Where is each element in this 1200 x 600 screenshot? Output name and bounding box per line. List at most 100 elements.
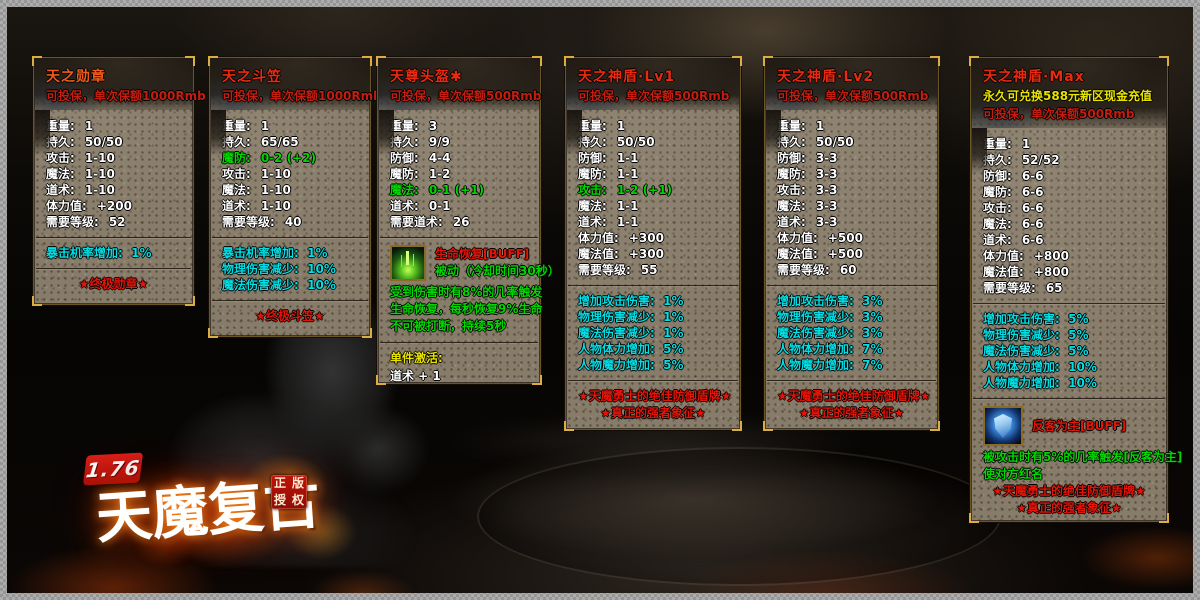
- stat-label: 持久:: [222, 135, 251, 149]
- stat-row: 道术: 1-10: [222, 198, 358, 214]
- stat-value: +200: [96, 199, 132, 213]
- stat-value: 1: [84, 119, 94, 133]
- item-title: 天之勋章: [46, 69, 106, 85]
- stat-label: 防御:: [578, 151, 607, 165]
- bonus-line: 增加攻击伤害: 5%: [983, 312, 1089, 326]
- stat-row: 持久: 9/9: [390, 134, 528, 150]
- stat-row: 防御: 4-4: [390, 150, 528, 166]
- buff-section: 反客为主[BUFF] 被攻击时有5%的几率触发[反客为主] 使对方红名: [983, 406, 1182, 483]
- stat-label: 魔防:: [390, 167, 419, 181]
- stat-value: 1-2 (+1): [616, 183, 673, 197]
- panel-corner-ornament: [185, 56, 195, 66]
- insure-line: 可投保，单次保额1000Rmb: [222, 89, 382, 103]
- seal-char: 权: [291, 493, 304, 507]
- stat-row: 魔法: 3-3: [777, 198, 926, 214]
- stat-row: 道术: 1-1: [578, 214, 728, 230]
- stat-label: 魔防:: [222, 151, 251, 165]
- bonus-line: 魔法伤害减少: 3%: [777, 326, 883, 340]
- stat-row: 持久: 50/50: [578, 134, 728, 150]
- buff-name: 反客为主[BUFF]: [1032, 418, 1127, 433]
- stat-row: 重量: 3: [390, 118, 528, 134]
- stat-label: 魔法:: [777, 199, 806, 213]
- footer-line: ★真正的强者象征★: [798, 406, 905, 420]
- stat-label: 持久:: [777, 135, 806, 149]
- stat-row: 攻击: 3-3: [777, 182, 926, 198]
- stat-value: 3-3: [815, 183, 838, 197]
- logo-title: 天魔复古: [93, 470, 323, 552]
- panel-corner-ornament: [208, 328, 218, 338]
- insure-line: 可投保，单次保额500Rmb: [983, 107, 1135, 121]
- stat-label: 重量:: [777, 119, 806, 133]
- bonus-line: 人物魔力增加: 7%: [777, 358, 883, 372]
- stat-row: 需要等级: 60: [777, 262, 926, 278]
- set-activate-section: 单件激活: 道术 + 1: [390, 350, 528, 385]
- stats-section: 重量: 1 持久: 50/50 防御: 1-1 魔防: 1-1 攻击: 1-2 (+1) 魔法: 1-…: [578, 118, 728, 278]
- panel-header: 天之神盾·Lv1 可投保，单次保额500Rmb: [566, 58, 740, 156]
- stat-row: 魔法: 1-10: [222, 182, 358, 198]
- buff-cooldown: 被动（冷却时间30秒）: [435, 264, 560, 278]
- panel-corner-ornament: [532, 56, 542, 66]
- insure-line: 可投保，单次保额500Rmb: [777, 89, 929, 103]
- stat-value: 65/65: [260, 135, 299, 149]
- bonus-section: 增加攻击伤害: 5% 物理伤害减少: 5% 魔法伤害减少: 5% 人物体力增加: 10…: [983, 311, 1155, 391]
- footer-line: ★真正的强者象征★: [600, 406, 706, 420]
- stat-row: 防御: 1-1: [578, 150, 728, 166]
- stats-section: 重量: 1 持久: 50/50 防御: 3-3 魔防: 3-3 攻击: 3-3 魔法: 3-3 道术: 3…: [777, 118, 926, 278]
- stat-row: 重量: 1: [983, 136, 1155, 152]
- stat-value: 65: [1045, 281, 1063, 295]
- stat-label: 重量:: [222, 119, 251, 133]
- set-activate-label: 单件激活:: [390, 351, 443, 365]
- stat-value: 6-6: [1021, 169, 1044, 183]
- stats-section: 重量: 1 持久: 50/50 攻击: 1-10 魔法: 1-10 道术: 1-10 体力值: +20…: [46, 118, 181, 230]
- buff-description: 受到伤害时有8%的几率触发 生命恢复，每秒恢复9%生命 不可被打断，持续5秒: [390, 284, 542, 335]
- stat-value: 1-10: [260, 183, 291, 197]
- panel-corner-ornament: [376, 375, 386, 385]
- stat-label: 需要等级:: [222, 215, 275, 229]
- stat-row: 道术: 0-1: [390, 198, 528, 214]
- stat-value: 3-3: [815, 215, 838, 229]
- panel-corner-ornament: [969, 56, 979, 66]
- stat-value: 6-6: [1021, 217, 1044, 231]
- panel-corner-ornament: [969, 513, 979, 523]
- stat-value: 6-6: [1021, 201, 1044, 215]
- stat-label: 攻击:: [983, 201, 1012, 215]
- stats-section: 重量: 3 持久: 9/9 防御: 4-4 魔防: 1-2 魔法: 0-1 (+1) 道术: 0-1 需…: [390, 118, 528, 230]
- stat-label: 魔法值:: [983, 265, 1024, 279]
- stat-value: 1-10: [84, 183, 115, 197]
- stat-label: 道术:: [578, 215, 607, 229]
- stat-value: 55: [640, 263, 658, 277]
- item-panel-1: 天之勋章 可投保，单次保额1000Rmb 重量: 1 持久: 50/50 攻击: 1-10 魔法…: [32, 56, 206, 306]
- stat-value: 50/50: [616, 135, 655, 149]
- section-divider: [212, 237, 368, 238]
- bonus-line: 暴击机率增加: 1%: [222, 246, 328, 260]
- bonus-line: 魔法伤害减少: 10%: [222, 278, 336, 292]
- stat-row: 持久: 50/50: [46, 134, 181, 150]
- bonus-line: 魔法伤害减少: 5%: [983, 344, 1089, 358]
- stat-row: 魔防: 1-2: [390, 166, 528, 182]
- stat-row: 魔法: 1-10: [46, 166, 181, 182]
- panel-corner-ornament: [376, 56, 386, 66]
- panel-corner-ornament: [732, 421, 742, 431]
- stat-value: 1-1: [616, 167, 639, 181]
- stat-row: 重量: 1: [578, 118, 728, 134]
- stat-value: 50/50: [84, 135, 123, 149]
- stat-row: 攻击: 6-6: [983, 200, 1155, 216]
- stat-value: 40: [284, 215, 302, 229]
- stat-label: 攻击:: [222, 167, 251, 181]
- panel-body: 重量: 1 持久: 50/50 防御: 1-1 魔防: 1-1 攻击: 1-2 (+1) 魔法: 1-…: [566, 110, 740, 428]
- stat-value: 50/50: [815, 135, 854, 149]
- stat-row: 体力值: +300: [578, 230, 728, 246]
- stat-value: +800: [1033, 249, 1069, 263]
- stat-row: 道术: 1-10: [46, 182, 181, 198]
- item-panel-5: 天之神盾·Lv2 可投保，单次保额500Rmb 重量: 1 持久: 50/50 防御: 3-3…: [763, 56, 940, 431]
- stat-label: 魔法:: [222, 183, 251, 197]
- bonus-line: 增加攻击伤害: 1%: [578, 294, 684, 308]
- stat-label: 重量:: [46, 119, 75, 133]
- counter-attack-buff-icon: [983, 406, 1023, 446]
- stat-row: 需要道术: 26: [390, 214, 528, 230]
- stat-label: 体力值:: [777, 231, 818, 245]
- stat-row: 攻击: 1-10: [46, 150, 181, 166]
- section-divider: [767, 380, 936, 381]
- game-background: 天之勋章 可投保，单次保额1000Rmb 重量: 1 持久: 50/50 攻击: 1-10 魔法…: [7, 7, 1193, 593]
- stat-value: 1-1: [616, 199, 639, 213]
